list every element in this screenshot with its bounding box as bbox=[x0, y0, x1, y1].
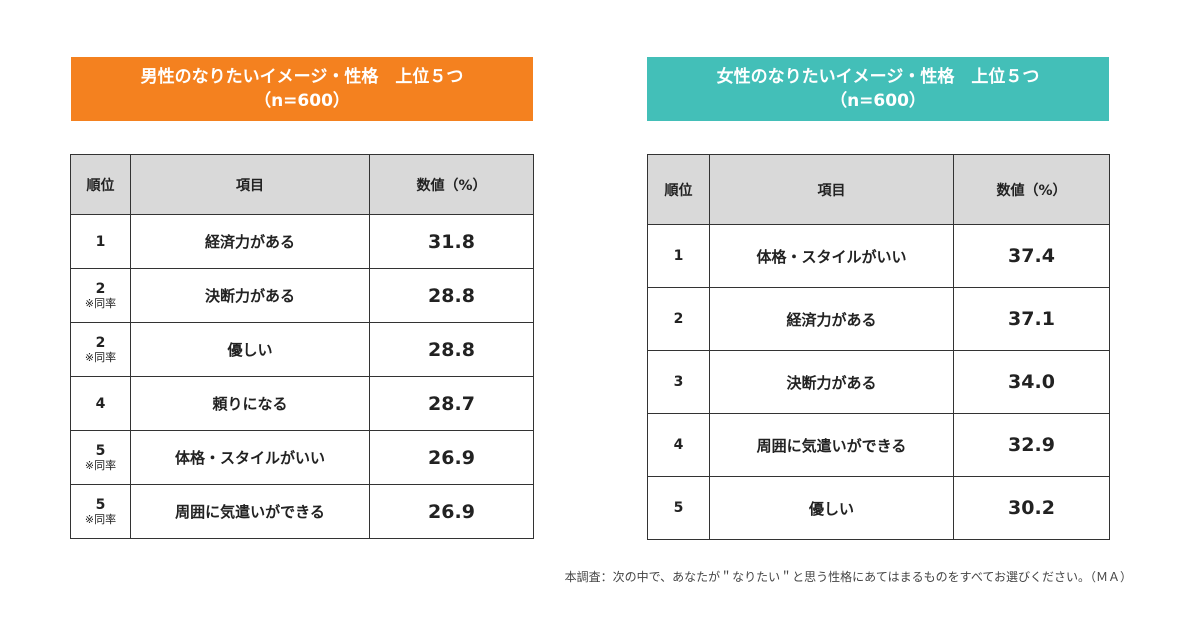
table-row: 2 経済力がある 37.1 bbox=[647, 287, 1110, 351]
rank-header: 順位 bbox=[70, 154, 131, 215]
table-row: 1 体格・スタイルがいい 37.4 bbox=[647, 224, 1110, 288]
rank-number: 1 bbox=[673, 248, 684, 264]
table-row: 2 ※同率 決断力がある 28.8 bbox=[70, 268, 534, 323]
item-cell: 優しい bbox=[130, 322, 370, 377]
rank-cell: 1 bbox=[70, 214, 131, 269]
value-cell: 32.9 bbox=[953, 413, 1110, 477]
item-header: 項目 bbox=[709, 154, 954, 225]
rank-cell: 5 ※同率 bbox=[70, 484, 131, 539]
rank-cell: 2 ※同率 bbox=[70, 268, 131, 323]
value-cell: 37.1 bbox=[953, 287, 1110, 351]
tie-note: ※同率 bbox=[84, 459, 117, 472]
value-cell: 31.8 bbox=[369, 214, 534, 269]
female-ranking-table: 順位 項目 数値（%） 1 体格・スタイルがいい 37.4 2 経済力がある 37.1 3 決… bbox=[647, 154, 1110, 540]
table-row: 4 周囲に気遣いができる 32.9 bbox=[647, 413, 1110, 477]
rank-number: 2 bbox=[95, 281, 106, 297]
value-cell: 37.4 bbox=[953, 224, 1110, 288]
tie-note: ※同率 bbox=[84, 297, 117, 310]
value-cell: 34.0 bbox=[953, 350, 1110, 414]
value-header: 数値（%） bbox=[369, 154, 534, 215]
value-header: 数値（%） bbox=[953, 154, 1110, 225]
male-banner-sample: （n=600） bbox=[254, 91, 350, 111]
rank-cell: 1 bbox=[647, 224, 710, 288]
female-banner-sample: （n=600） bbox=[830, 91, 926, 111]
value-cell: 26.9 bbox=[369, 430, 534, 485]
rank-number: 4 bbox=[673, 437, 684, 453]
rank-number: 2 bbox=[95, 335, 106, 351]
tie-note: ※同率 bbox=[84, 351, 117, 364]
rank-number: 5 bbox=[95, 497, 106, 513]
table-header-row: 順位 項目 数値（%） bbox=[70, 154, 534, 215]
rank-cell: 3 bbox=[647, 350, 710, 414]
rank-cell: 5 ※同率 bbox=[70, 430, 131, 485]
table-row: 5 ※同率 周囲に気遣いができる 26.9 bbox=[70, 484, 534, 539]
female-banner-title: 女性のなりたいイメージ・性格 上位５つ bbox=[716, 67, 1040, 87]
table-row: 2 ※同率 優しい 28.8 bbox=[70, 322, 534, 377]
value-cell: 26.9 bbox=[369, 484, 534, 539]
rank-number: 2 bbox=[673, 311, 684, 327]
rank-cell: 2 bbox=[647, 287, 710, 351]
survey-footnote: 本調査：次の中で、あなたが＂なりたい＂と思う性格にあてはまるものをすべてお選びく… bbox=[564, 570, 1132, 584]
male-banner: 男性のなりたいイメージ・性格 上位５つ （n=600） bbox=[71, 57, 533, 121]
rank-number: 5 bbox=[95, 443, 106, 459]
value-cell: 28.7 bbox=[369, 376, 534, 431]
table-row: 5 優しい 30.2 bbox=[647, 476, 1110, 540]
item-cell: 周囲に気遣いができる bbox=[130, 484, 370, 539]
item-cell: 決断力がある bbox=[709, 350, 954, 414]
rank-number: 4 bbox=[95, 395, 106, 412]
table-row: 3 決断力がある 34.0 bbox=[647, 350, 1110, 414]
rank-number: 3 bbox=[673, 374, 684, 390]
female-banner: 女性のなりたいイメージ・性格 上位５つ （n=600） bbox=[647, 57, 1109, 121]
item-cell: 決断力がある bbox=[130, 268, 370, 323]
rank-number: 5 bbox=[673, 500, 684, 516]
rank-cell: 5 bbox=[647, 476, 710, 540]
male-ranking-table: 順位 項目 数値（%） 1 経済力がある 31.8 2 ※同率 決断力がある 28.8 2 ※同… bbox=[70, 154, 534, 539]
value-cell: 30.2 bbox=[953, 476, 1110, 540]
item-cell: 優しい bbox=[709, 476, 954, 540]
rank-cell: 4 bbox=[70, 376, 131, 431]
item-cell: 体格・スタイルがいい bbox=[709, 224, 954, 288]
item-cell: 経済力がある bbox=[709, 287, 954, 351]
table-row: 1 経済力がある 31.8 bbox=[70, 214, 534, 269]
item-header: 項目 bbox=[130, 154, 370, 215]
item-cell: 経済力がある bbox=[130, 214, 370, 269]
table-row: 4 頼りになる 28.7 bbox=[70, 376, 534, 431]
item-cell: 頼りになる bbox=[130, 376, 370, 431]
male-banner-title: 男性のなりたいイメージ・性格 上位５つ bbox=[140, 67, 464, 87]
item-cell: 周囲に気遣いができる bbox=[709, 413, 954, 477]
value-cell: 28.8 bbox=[369, 322, 534, 377]
rank-header: 順位 bbox=[647, 154, 710, 225]
rank-number: 1 bbox=[95, 233, 106, 250]
rank-cell: 2 ※同率 bbox=[70, 322, 131, 377]
rank-cell: 4 bbox=[647, 413, 710, 477]
value-cell: 28.8 bbox=[369, 268, 534, 323]
tie-note: ※同率 bbox=[84, 513, 117, 526]
table-row: 5 ※同率 体格・スタイルがいい 26.9 bbox=[70, 430, 534, 485]
item-cell: 体格・スタイルがいい bbox=[130, 430, 370, 485]
table-header-row: 順位 項目 数値（%） bbox=[647, 154, 1110, 225]
